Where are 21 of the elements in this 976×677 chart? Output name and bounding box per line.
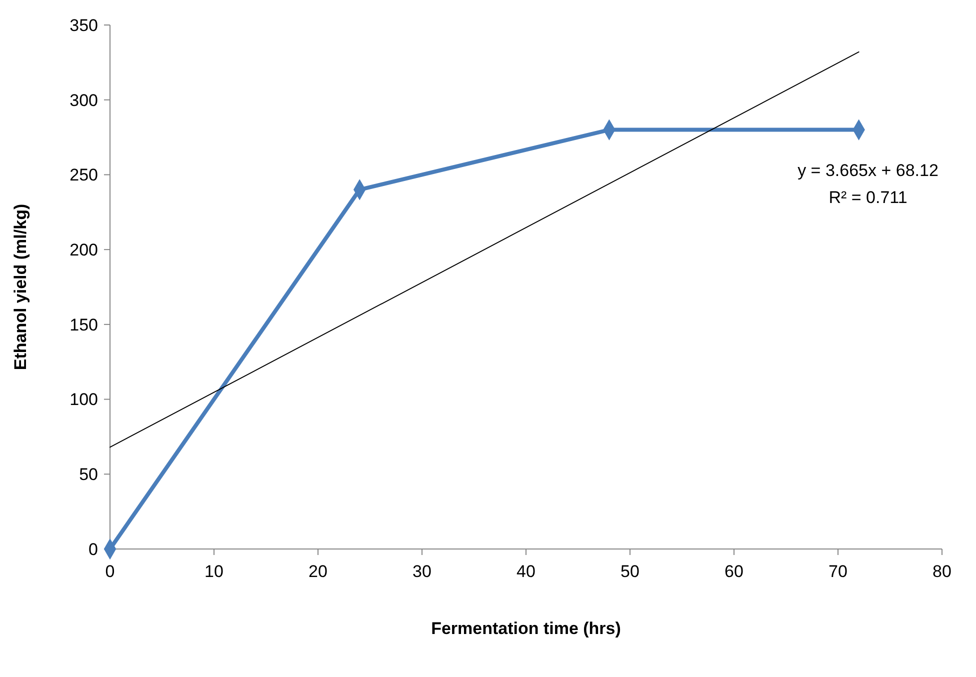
y-tick-label: 0 — [88, 540, 98, 559]
y-tick-label: 350 — [70, 16, 98, 35]
x-tick-label: 10 — [204, 562, 224, 581]
y-tick-label: 50 — [79, 465, 98, 484]
x-tick-label: 20 — [308, 562, 328, 581]
y-tick-label: 250 — [70, 166, 98, 185]
x-tick-label: 50 — [620, 562, 640, 581]
x-tick-label: 0 — [105, 562, 115, 581]
x-tick-label: 40 — [516, 562, 536, 581]
x-tick-label: 70 — [828, 562, 848, 581]
y-tick-label: 300 — [70, 90, 98, 110]
annotation: R² = 0.711 — [828, 188, 908, 207]
y-tick-label: 100 — [70, 390, 98, 410]
x-tick-label: 30 — [412, 562, 432, 581]
x-tick-label: 60 — [724, 562, 744, 581]
y-tick-label: 150 — [70, 315, 98, 334]
y-tick-label: 200 — [70, 240, 98, 260]
y-axis-title: Ethanol yield (ml/kg) — [11, 204, 30, 370]
x-axis-title: Fermentation time (hrs) — [431, 619, 621, 638]
x-tick-label: 80 — [932, 562, 952, 581]
annotation: y = 3.665x + 68.12 — [798, 161, 938, 180]
